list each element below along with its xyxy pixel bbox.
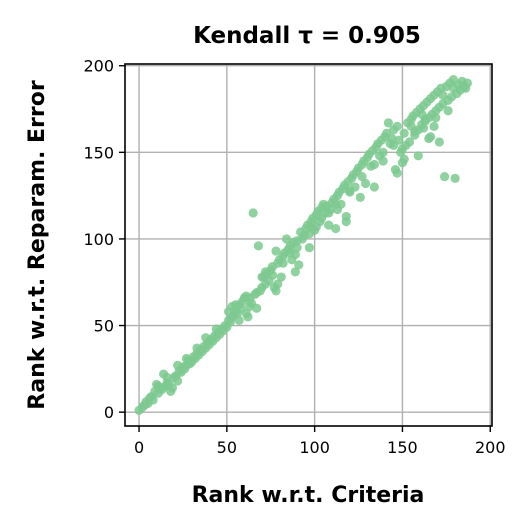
data-point [357,171,367,182]
data-point [148,395,158,405]
data-point [227,301,237,312]
data-point [389,140,399,151]
data-point [252,303,262,313]
data-point [324,220,334,230]
data-point [285,248,295,258]
data-point [404,137,415,147]
data-point [317,213,327,223]
data-point [438,90,448,100]
data-point [378,156,388,166]
data-point [417,109,427,119]
grid [125,64,492,426]
data-point [271,246,281,256]
data-point [253,241,264,251]
data-point [267,270,278,280]
x-tick-label: 150 [387,438,418,457]
data-point [273,279,283,289]
data-point [448,83,458,93]
data-point [418,123,429,133]
data-point [294,260,304,270]
data-point [252,288,262,298]
data-point [248,208,258,218]
data-point [392,168,402,178]
data-point [369,182,379,192]
data-point [378,147,388,157]
data-point [392,121,402,131]
data-point [181,353,192,364]
data-point [241,291,251,301]
data-point [439,171,450,182]
data-point [387,133,397,144]
x-axis-label: Rank w.r.t. Criteria [192,483,425,508]
data-point [173,360,183,370]
data-point [234,315,244,325]
data-point [162,372,172,383]
data-point [281,234,292,244]
x-axis-ticks: 0 50 100 150 200 [134,426,506,457]
data-point [324,208,334,218]
data-point [406,121,416,131]
chart-title: Kendall τ = 0.905 [193,23,421,49]
data-point [173,376,183,386]
data-point [355,192,365,202]
data-point [243,312,253,322]
plot-frame [124,63,493,427]
y-tick-label: 150 [83,143,114,162]
data-point [341,217,351,227]
data-point [290,267,300,277]
data-point [383,118,393,128]
x-tick-label: 50 [217,438,237,457]
y-axis-ticks: 0 50 100 150 200 [83,57,125,422]
data-point [331,199,341,209]
y-axis-label: Rank w.r.t. Reparam. Error [25,80,50,410]
data-point [153,381,163,391]
data-point [345,185,355,196]
data-point [201,333,211,343]
data-point [462,78,473,88]
y-tick-label: 0 [104,403,114,422]
data-point [304,242,314,253]
data-point [311,222,322,232]
x-tick-label: 200 [475,438,506,457]
data-point [167,383,178,393]
data-point [360,178,371,189]
data-point [429,121,439,131]
data-point [260,267,271,277]
data-point [192,343,202,353]
data-point [331,223,341,234]
data-point [413,151,423,161]
data-point [211,324,221,334]
data-point [369,159,379,170]
data-point [397,158,408,168]
data-point [271,286,281,296]
data-point [304,229,314,239]
data-point [425,132,436,142]
data-point [292,242,302,253]
y-tick-label: 100 [83,230,114,249]
data-point [276,272,286,282]
data-point [278,258,288,268]
y-tick-label: 200 [83,57,114,76]
data-point [434,137,444,147]
x-tick-label: 0 [134,438,144,457]
data-point [450,173,460,183]
data-points [134,74,473,416]
x-tick-label: 100 [299,438,330,457]
data-point [443,106,453,116]
y-tick-label: 50 [94,317,114,336]
data-point [431,113,441,123]
data-point [399,128,409,138]
data-point [292,236,302,246]
